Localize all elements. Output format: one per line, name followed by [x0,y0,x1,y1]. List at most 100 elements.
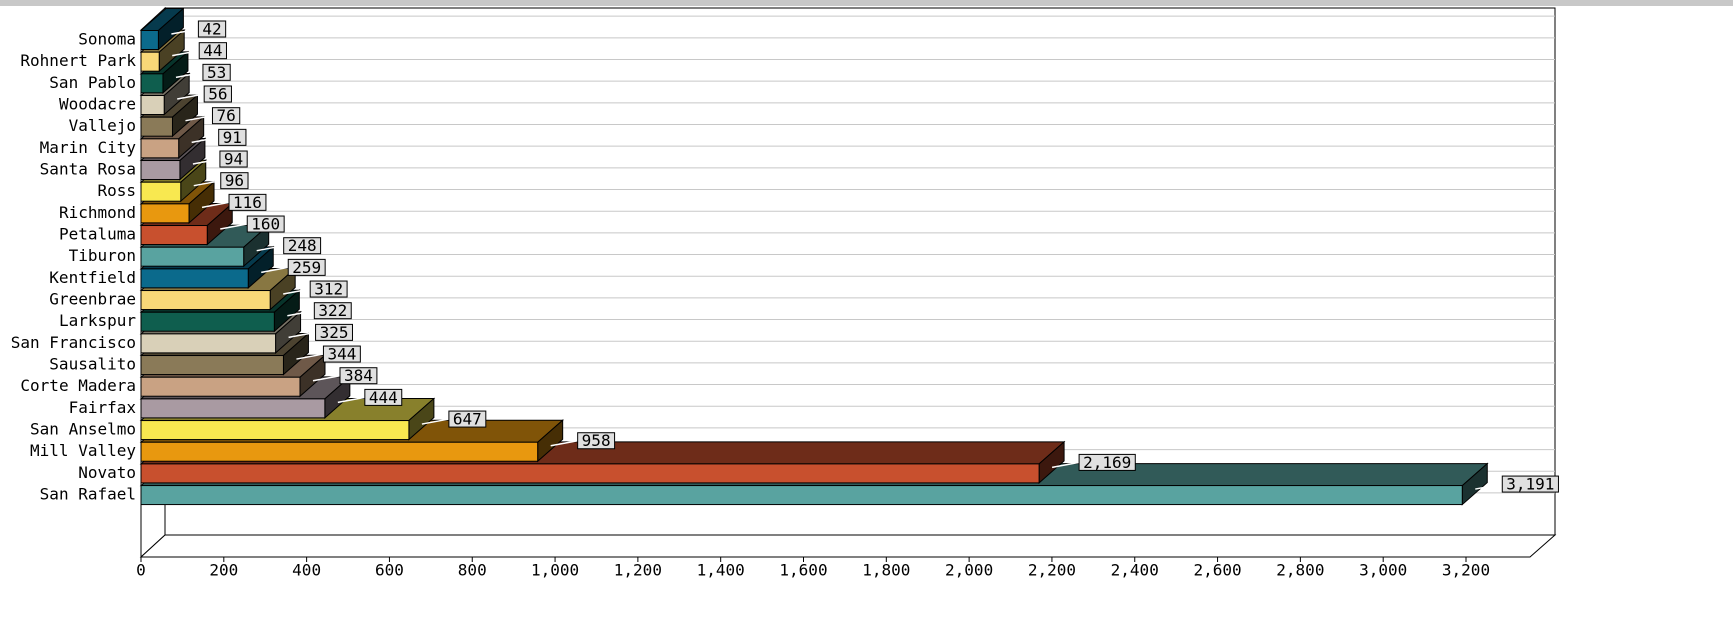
value-label-box [198,42,227,60]
leader-line [296,353,324,360]
value-label: 160 [251,215,280,234]
bar [140,376,301,397]
value-label-box [203,85,232,103]
bar [140,181,182,202]
value-label: 56 [208,85,227,104]
value-label-box [313,302,352,320]
floor [139,534,1557,558]
value-label: 248 [288,236,317,255]
value-label: 91 [223,128,242,147]
bar [140,30,159,50]
leader-line [172,49,200,57]
bar [140,138,180,159]
value-label-box [315,323,353,341]
y-tick-label: Richmond [59,203,136,222]
value-label: 344 [327,345,356,364]
bar [140,333,277,354]
leader-line [201,201,230,209]
leader-line [283,288,311,295]
leader-line [1475,483,1503,490]
bar [140,73,164,94]
bar [140,116,173,137]
bar [140,311,275,332]
value-label: 94 [224,150,243,169]
y-tick-label: Fairfax [69,398,137,417]
value-label-box [577,432,616,450]
bar [140,95,165,116]
bar [140,441,539,462]
value-label: 3,191 [1506,475,1554,494]
leader-line [1051,461,1080,469]
y-tick-label: Woodacre [59,95,136,114]
value-label: 325 [320,323,349,342]
x-tick-label: 1,000 [531,561,579,580]
bar [140,485,1463,506]
y-tick-label: Rohnert Park [20,51,136,70]
bar [140,398,326,419]
x-tick-label: 600 [375,561,404,580]
leader-line [177,93,205,100]
x-tick-label: 3,200 [1442,561,1490,580]
leader-line [192,158,221,165]
y-tick-label: Greenbrae [49,290,136,309]
value-label-box [322,345,361,363]
value-label: 116 [233,193,262,212]
leader-line [312,374,341,382]
bar [140,51,160,72]
y-tick-label: San Rafael [40,485,136,504]
value-label-box [364,388,403,406]
bar [140,355,284,376]
value-label: 44 [203,41,222,60]
y-tick-label: Novato [78,463,136,482]
y-tick-label: Corte Madera [20,376,136,395]
value-label-box [220,172,249,190]
y-tick-label: Sonoma [78,30,136,49]
bar [140,246,245,267]
y-tick-label: Tiburon [69,246,136,265]
value-label-box [287,258,326,276]
leader-line [191,136,219,144]
leader-line [220,223,248,230]
y-tick-label: San Anselmo [30,420,136,439]
value-label-box [211,107,241,125]
value-label-box [448,410,487,428]
value-label-box [1501,475,1559,493]
bar [140,268,249,289]
bar [140,160,181,181]
value-label-box [339,367,378,385]
bar [140,225,208,246]
y-tick-label: Sausalito [49,355,136,374]
leader-line [261,266,289,274]
bar [140,290,271,311]
value-label: 322 [318,301,347,320]
x-tick-label: 1,400 [697,561,745,580]
y-tick-label: Santa Rosa [40,160,136,179]
y-tick-label: San Pablo [49,73,136,92]
value-label: 958 [582,431,611,450]
y-tick-label: Larkspur [59,311,136,330]
bar [140,463,1040,484]
leader-line [337,396,365,404]
x-tick-label: 3,000 [1359,561,1407,580]
y-tick-label: Marin City [40,138,137,157]
x-tick-label: 2,200 [1028,561,1076,580]
x-tick-label: 800 [458,561,487,580]
bar [140,420,410,441]
x-tick-label: 2,800 [1276,561,1324,580]
x-tick-label: 200 [209,561,238,580]
y-tick-label: San Francisco [11,333,136,352]
value-label: 53 [207,63,226,82]
value-label: 2,169 [1083,453,1131,472]
value-label: 42 [202,20,221,39]
leader-line [193,179,221,187]
x-tick-label: 1,200 [614,561,662,580]
value-label-box [197,20,227,38]
value-label: 96 [225,171,244,190]
leader-line [175,71,204,79]
value-label: 76 [216,106,235,125]
leader-line [256,244,284,252]
leader-line [185,114,213,122]
x-tick-label: 1,800 [862,561,910,580]
y-tick-label: Ross [97,181,136,200]
